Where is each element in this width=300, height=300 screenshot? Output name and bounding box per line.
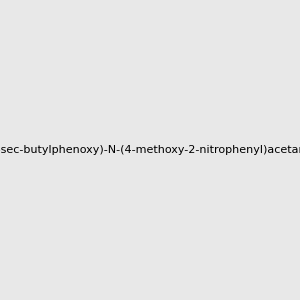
Text: 2-(4-sec-butylphenoxy)-N-(4-methoxy-2-nitrophenyl)acetamide: 2-(4-sec-butylphenoxy)-N-(4-methoxy-2-ni… [0,145,300,155]
